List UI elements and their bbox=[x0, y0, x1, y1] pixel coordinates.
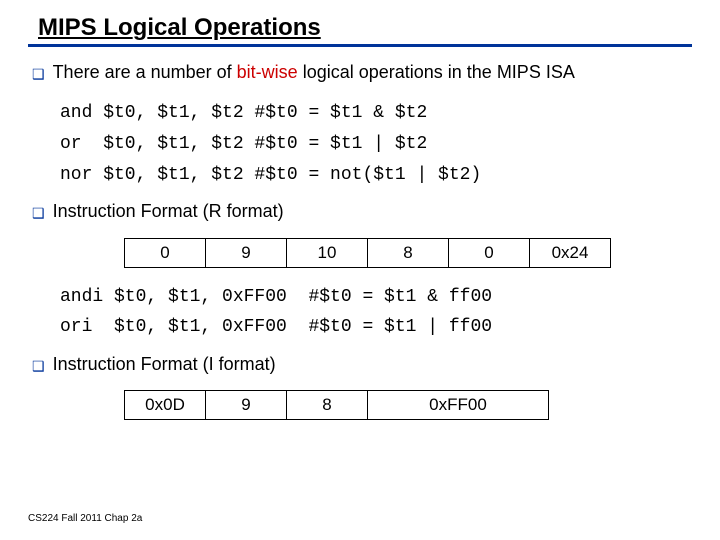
code-or: or $t0, $t1, $t2 #$t0 = $t1 | $t2 bbox=[60, 134, 427, 154]
code-ori: ori $t0, $t1, 0xFF00 #$t0 = $t1 | ff00 bbox=[60, 317, 492, 337]
r-cell-1: 9 bbox=[206, 238, 287, 267]
r-format-table: 0 9 10 8 0 0x24 bbox=[124, 238, 611, 268]
code-andi: andi $t0, $t1, 0xFF00 #$t0 = $t1 & ff00 bbox=[60, 287, 492, 307]
i-type-code: andi $t0, $t1, 0xFF00 #$t0 = $t1 & ff00 … bbox=[60, 282, 692, 343]
intro-text-after: logical operations in the MIPS ISA bbox=[298, 62, 575, 82]
r-cell-3: 8 bbox=[368, 238, 449, 267]
title-suffix: ical Operations bbox=[147, 14, 320, 41]
r-cell-4: 0 bbox=[449, 238, 530, 267]
code-nor: nor $t0, $t1, $t2 #$t0 = not($t1 | $t2) bbox=[60, 165, 481, 185]
title-mid: g bbox=[133, 14, 148, 41]
slide-title-wrap: MIPS Logical Operations bbox=[28, 14, 692, 47]
intro-text-red: bit-wise bbox=[237, 62, 298, 82]
r-cell-0: 0 bbox=[125, 238, 206, 267]
r-cell-5: 0x24 bbox=[530, 238, 611, 267]
table-row: 0x0D 9 8 0xFF00 bbox=[125, 391, 549, 420]
bullet-icon: ❑ bbox=[32, 204, 45, 222]
i-cell-1: 9 bbox=[206, 391, 287, 420]
code-and: and $t0, $t1, $t2 #$t0 = $t1 & $t2 bbox=[60, 103, 427, 123]
i-cell-0: 0x0D bbox=[125, 391, 206, 420]
table-row: 0 9 10 8 0 0x24 bbox=[125, 238, 611, 267]
i-format-label: Instruction Format (I format) bbox=[53, 353, 276, 376]
r-format-label: Instruction Format (R format) bbox=[53, 200, 284, 223]
intro-bullet: ❑ There are a number of bit-wise logical… bbox=[32, 61, 692, 84]
r-format-bullet: ❑ Instruction Format (R format) bbox=[32, 200, 692, 223]
intro-text-before: There are a number of bbox=[53, 62, 237, 82]
bullet-icon: ❑ bbox=[32, 357, 45, 375]
i-format-table: 0x0D 9 8 0xFF00 bbox=[124, 390, 549, 420]
i-cell-3: 0xFF00 bbox=[368, 391, 549, 420]
slide-title: MIPS Logical Operations bbox=[28, 14, 692, 42]
r-type-code: and $t0, $t1, $t2 #$t0 = $t1 & $t2 or $t… bbox=[60, 98, 692, 190]
intro-text: There are a number of bit-wise logical o… bbox=[53, 61, 575, 84]
r-cell-2: 10 bbox=[287, 238, 368, 267]
bullet-icon: ❑ bbox=[32, 65, 45, 83]
i-cell-2: 8 bbox=[287, 391, 368, 420]
title-prefix: MIPS Lo bbox=[38, 14, 133, 41]
i-format-bullet: ❑ Instruction Format (I format) bbox=[32, 353, 692, 376]
slide-footer: CS224 Fall 2011 Chap 2a bbox=[28, 513, 142, 524]
